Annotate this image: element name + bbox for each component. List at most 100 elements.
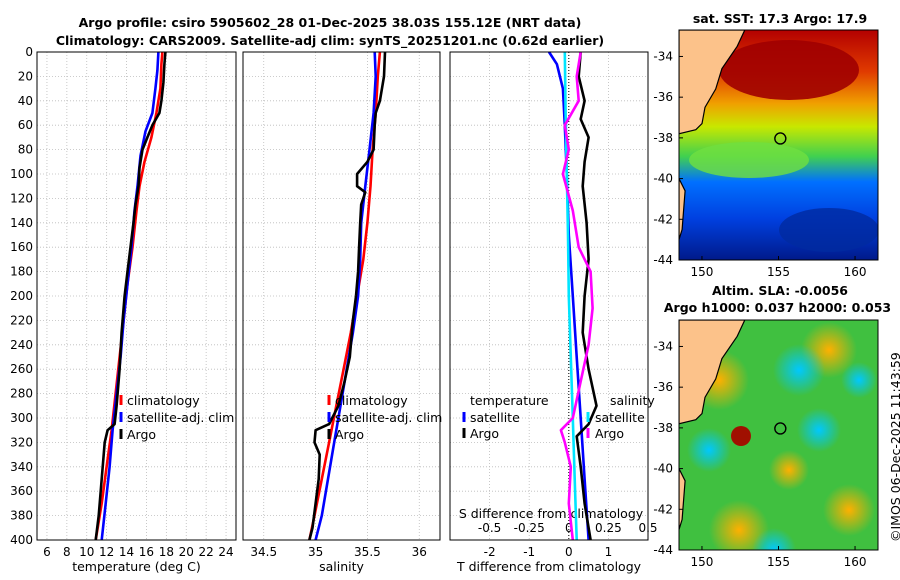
map-y-tick-label: -40 (653, 462, 673, 476)
sst-warm-core (719, 40, 859, 100)
sla-low (773, 344, 825, 396)
depth-tick-label: 20 (18, 69, 33, 83)
series-t-argo (575, 51, 598, 541)
legend-label: Argo (127, 427, 156, 442)
legend-label: Argo (335, 427, 364, 442)
s-axis-label: S difference from climatology (459, 506, 644, 521)
x-tick-label: 35 (308, 545, 323, 559)
map-y-tick-label: -42 (653, 212, 673, 226)
map-x-tick-label: 155 (767, 265, 790, 279)
series-argo (94, 51, 167, 541)
panel-temperature: 6 8 10 12 14 16 18 20 22 24 temperature (deg C) cli… (36, 51, 237, 574)
legend-label: satellite (470, 410, 520, 425)
depth-tick-label: 340 (10, 460, 33, 474)
depth-tick-label: 80 (18, 143, 33, 157)
sst-map-title: sat. SST: 17.3 Argo: 17.9 (692, 11, 868, 26)
map-y-tick-label: -36 (653, 380, 673, 394)
legend-title-salinity: salinity (610, 393, 655, 408)
legend-label: climatology (127, 393, 200, 408)
series-satellite-adj-clim (314, 51, 378, 541)
x-tick-label: 34.5 (250, 545, 277, 559)
legend-label: satellite-adj. clim (127, 410, 234, 425)
map-x-tick-label: 150 (691, 265, 714, 279)
depth-tick-label: 200 (10, 289, 33, 303)
map-y-tick-label: -38 (653, 131, 673, 145)
map-x-tick-label: 155 (767, 555, 790, 569)
x-tick-label: 10 (79, 545, 94, 559)
sla-low (797, 408, 841, 452)
depth-tick-label: 160 (10, 240, 33, 254)
x-tick-label: 14 (119, 545, 134, 559)
depth-tick-label: 400 (10, 533, 33, 547)
depth-tick-label: 60 (18, 118, 33, 132)
s-tick-label: 0.25 (595, 521, 622, 535)
map-y-tick-label: -36 (653, 90, 673, 104)
land-mass (679, 30, 746, 135)
depth-tick-label: 100 (10, 167, 33, 181)
x-tick-label: -2 (484, 545, 496, 559)
map-x-tick-label: 150 (691, 555, 714, 569)
x-tick-label: 20 (179, 545, 194, 559)
x-tick-label: 1 (605, 545, 613, 559)
sst-green-band (689, 142, 809, 178)
map-y-tick-label: -44 (653, 543, 673, 557)
map-field (679, 320, 878, 550)
sla-low (687, 428, 731, 472)
series-argo (308, 51, 387, 541)
land-tasmania (679, 178, 686, 240)
argo-location-marker (774, 132, 787, 145)
x-tick-label: 18 (159, 545, 174, 559)
x-tick-label: 12 (99, 545, 114, 559)
s-tick-label: 0 (565, 521, 573, 535)
legend-label: satellite-adj. clim (335, 410, 442, 425)
depth-tick-label: 280 (10, 387, 33, 401)
x-tick-label: 36 (412, 545, 427, 559)
x-axis-label: salinity (319, 559, 364, 574)
x-axis-label: temperature (deg C) (72, 559, 201, 574)
x-tick-label: 0 (565, 545, 573, 559)
x-tick-label: 16 (139, 545, 154, 559)
depth-tick-label: 320 (10, 435, 33, 449)
map-field (679, 30, 878, 260)
sla-red-core (731, 426, 751, 446)
depth-tick-label: 40 (18, 94, 33, 108)
depth-tick-label: 240 (10, 338, 33, 352)
header-title-line2: Climatology: CARS2009. Satellite-adj cli… (55, 33, 605, 48)
sst-cold-patch (779, 208, 878, 252)
map-y-tick-label: -42 (653, 502, 673, 516)
legend-label: satellite (595, 410, 645, 425)
panel-frame (449, 51, 649, 541)
map-y-tick-label: -40 (653, 172, 673, 186)
x-tick-label: 8 (63, 545, 71, 559)
x-axis-label: T difference from climatology (456, 559, 642, 574)
imos-watermark: ©IMOS 06-Dec-2025 11:43:59 (888, 352, 900, 542)
sla-high (823, 484, 875, 536)
land-tasmania (679, 468, 686, 530)
land-mass (679, 320, 746, 425)
sla-map-title-line1: Altim. SLA: -0.0056 (712, 283, 848, 298)
depth-tick-label: 380 (10, 509, 33, 523)
s-tick-label: -0.5 (478, 521, 501, 535)
s-tick-label: -0.25 (514, 521, 545, 535)
depth-tick-label: 120 (10, 191, 33, 205)
map-x-tick-label: 160 (844, 265, 867, 279)
sla-high (709, 500, 769, 550)
legend-label: Argo (595, 426, 624, 441)
depth-tick-label: 180 (10, 265, 33, 279)
x-tick-label: 22 (199, 545, 214, 559)
depth-tick-label: 220 (10, 313, 33, 327)
legend-label: Argo (470, 426, 499, 441)
panel-salinity: 34.5 35 35.5 36 salinity climatology satellite… (242, 51, 442, 574)
legend-label: climatology (335, 393, 408, 408)
sla-low (841, 362, 877, 398)
sla-high (769, 450, 809, 490)
depth-tick-label: 0 (25, 45, 33, 59)
x-tick-label: 35.5 (354, 545, 381, 559)
map-y-tick-label: -44 (653, 253, 673, 267)
depth-tick-label: 140 (10, 216, 33, 230)
sla-low (752, 528, 796, 550)
depth-tick-label: 300 (10, 411, 33, 425)
sla-map-title-line2: Argo h1000: 0.037 h2000: 0.053 (663, 300, 892, 315)
x-tick-label: 6 (43, 545, 51, 559)
